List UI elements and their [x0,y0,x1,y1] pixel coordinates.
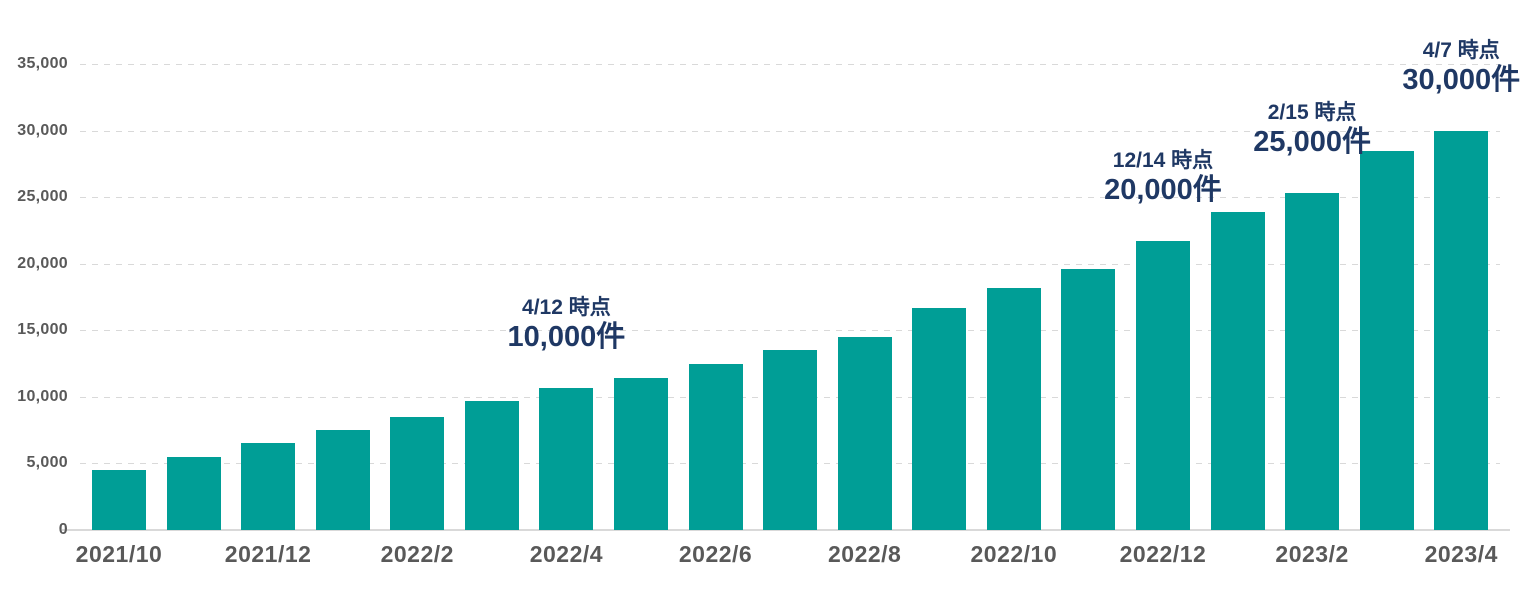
annotation: 4/7 時点 30,000件 [1301,38,1536,98]
bar [763,350,818,530]
y-axis-tick-label: 35,000 [17,55,68,72]
bar [1135,241,1190,530]
bar [837,336,892,530]
y-axis-tick-label: 25,000 [17,188,68,206]
bar [92,470,146,530]
x-axis-tick-label: 2022/2 [380,541,454,567]
bar [613,378,668,530]
bar [1359,150,1414,530]
x-axis-tick-label: 2022/6 [678,541,753,567]
gridline [80,64,1500,65]
annotation-date: 12/14 時点 [1112,149,1214,173]
gridline [80,197,1500,199]
x-axis-tick-label: 2022/8 [828,541,902,567]
x-axis-tick-label: 2023/2 [1275,541,1349,567]
x-axis-tick-label: 2022/12 [1119,541,1207,567]
bar [539,387,594,530]
y-axis-tick-label: 5,000 [26,454,68,472]
annotation-value: 25,000件 [1253,126,1371,159]
annotation-value: 10,000件 [507,320,626,353]
x-axis-tick-label: 2021/12 [224,541,312,567]
x-axis-tick-label: 2023/4 [1424,541,1498,567]
annotation-date: 4/7 時点 [1422,38,1500,62]
bar [241,443,296,530]
x-axis-line [62,529,1510,531]
bar [390,416,445,530]
annotation-value: 30,000件 [1402,63,1521,96]
bar [315,430,370,530]
annotation: 12/14 時点 20,000件 [1003,148,1323,208]
x-axis-tick-label: 2021/10 [75,541,163,567]
annotation-date: 2/15 時点 [1267,101,1357,125]
annotation: 4/12 時点 10,000件 [406,295,726,355]
bar [912,307,967,530]
bar [1434,130,1489,530]
bar [688,363,743,530]
bar [166,456,221,530]
y-axis-tick-label: 15,000 [17,321,68,339]
y-axis-tick-label: 0 [58,521,68,538]
bar [986,287,1041,530]
gridline [80,263,1500,265]
gridline [80,130,1500,132]
bar [1061,269,1116,530]
y-axis-tick-label: 20,000 [17,254,68,272]
y-axis-tick-label: 30,000 [17,121,68,139]
annotation-value: 20,000件 [1104,174,1222,207]
gridline [80,330,1500,332]
x-axis-tick-label: 2022/4 [529,541,604,567]
annotation-date: 4/12 時点 [522,295,611,319]
annotation: 2/15 時点 25,000件 [1152,100,1472,160]
bar [1210,211,1265,530]
bar [464,400,519,530]
x-axis-tick-label: 2022/10 [970,541,1058,567]
bar [1285,193,1340,530]
y-axis-tick-label: 10,000 [17,387,68,405]
